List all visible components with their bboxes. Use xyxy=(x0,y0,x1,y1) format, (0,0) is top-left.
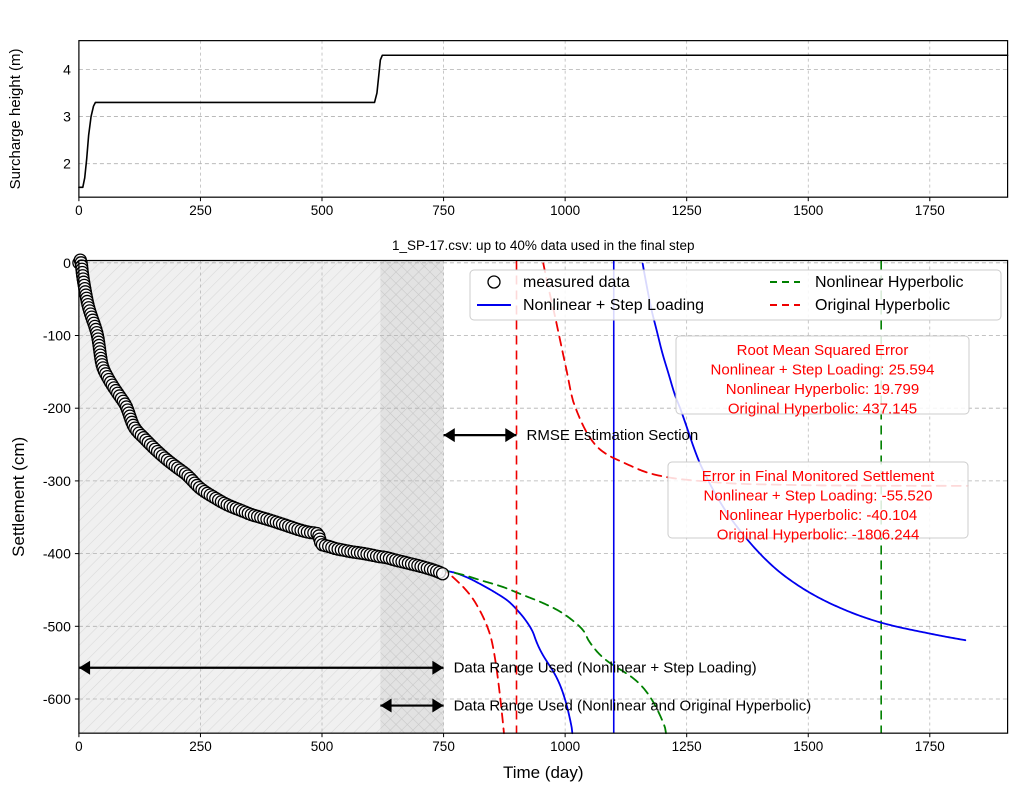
svg-text:1000: 1000 xyxy=(550,739,580,754)
svg-text:Original Hyperbolic: 437.145: Original Hyperbolic: 437.145 xyxy=(728,401,917,418)
svg-text:250: 250 xyxy=(189,203,212,218)
svg-text:-200: -200 xyxy=(43,400,71,416)
svg-text:Root Mean Squared Error: Root Mean Squared Error xyxy=(737,342,909,359)
svg-text:Data Range Used (Nonlinear and: Data Range Used (Nonlinear and Original … xyxy=(454,698,812,715)
svg-text:1500: 1500 xyxy=(793,739,823,754)
svg-text:Original Hyperbolic: Original Hyperbolic xyxy=(815,297,950,314)
svg-text:Nonlinear + Step Loading: Nonlinear + Step Loading xyxy=(523,297,704,314)
svg-text:0: 0 xyxy=(75,739,83,754)
svg-text:1750: 1750 xyxy=(915,203,945,218)
svg-text:-100: -100 xyxy=(43,328,71,344)
svg-text:RMSE Estimation Section: RMSE Estimation Section xyxy=(527,427,699,444)
svg-text:1250: 1250 xyxy=(672,739,702,754)
svg-text:750: 750 xyxy=(432,203,455,218)
svg-text:Surcharge height (m): Surcharge height (m) xyxy=(7,48,24,189)
svg-text:Time (day): Time (day) xyxy=(503,763,584,782)
svg-text:-400: -400 xyxy=(43,546,71,562)
svg-text:1250: 1250 xyxy=(672,203,702,218)
svg-text:Data Range Used (Nonlinear + S: Data Range Used (Nonlinear + Step Loadin… xyxy=(454,660,757,677)
svg-text:Nonlinear + Step Loading: -55.: Nonlinear + Step Loading: -55.520 xyxy=(704,488,933,505)
svg-text:3: 3 xyxy=(63,109,71,125)
svg-text:1000: 1000 xyxy=(550,203,580,218)
svg-text:1500: 1500 xyxy=(793,203,823,218)
svg-text:Nonlinear + Step Loading: 25.5: Nonlinear + Step Loading: 25.594 xyxy=(711,362,935,379)
svg-text:250: 250 xyxy=(189,739,212,754)
svg-text:Nonlinear Hyperbolic: -40.104: Nonlinear Hyperbolic: -40.104 xyxy=(719,507,917,524)
svg-text:2: 2 xyxy=(63,156,71,172)
svg-text:4: 4 xyxy=(63,61,71,77)
svg-text:0: 0 xyxy=(63,255,71,271)
svg-text:1750: 1750 xyxy=(915,739,945,754)
svg-text:750: 750 xyxy=(432,739,455,754)
svg-text:Nonlinear Hyperbolic: 19.799: Nonlinear Hyperbolic: 19.799 xyxy=(726,381,919,398)
svg-text:500: 500 xyxy=(311,739,334,754)
svg-text:Original Hyperbolic: -1806.244: Original Hyperbolic: -1806.244 xyxy=(717,527,920,544)
svg-text:1_SP-17.csv: up to 40% data us: 1_SP-17.csv: up to 40% data used in the … xyxy=(392,238,694,253)
svg-text:Error in Final Monitored Settl: Error in Final Monitored Settlement xyxy=(702,468,935,485)
svg-text:-500: -500 xyxy=(43,618,71,634)
svg-text:-300: -300 xyxy=(43,473,71,489)
svg-text:-600: -600 xyxy=(43,691,71,707)
svg-text:Settlement (cm): Settlement (cm) xyxy=(9,437,28,557)
svg-text:measured data: measured data xyxy=(523,274,630,291)
svg-text:Nonlinear Hyperbolic: Nonlinear Hyperbolic xyxy=(815,274,964,291)
svg-text:0: 0 xyxy=(75,203,83,218)
svg-text:500: 500 xyxy=(311,203,334,218)
